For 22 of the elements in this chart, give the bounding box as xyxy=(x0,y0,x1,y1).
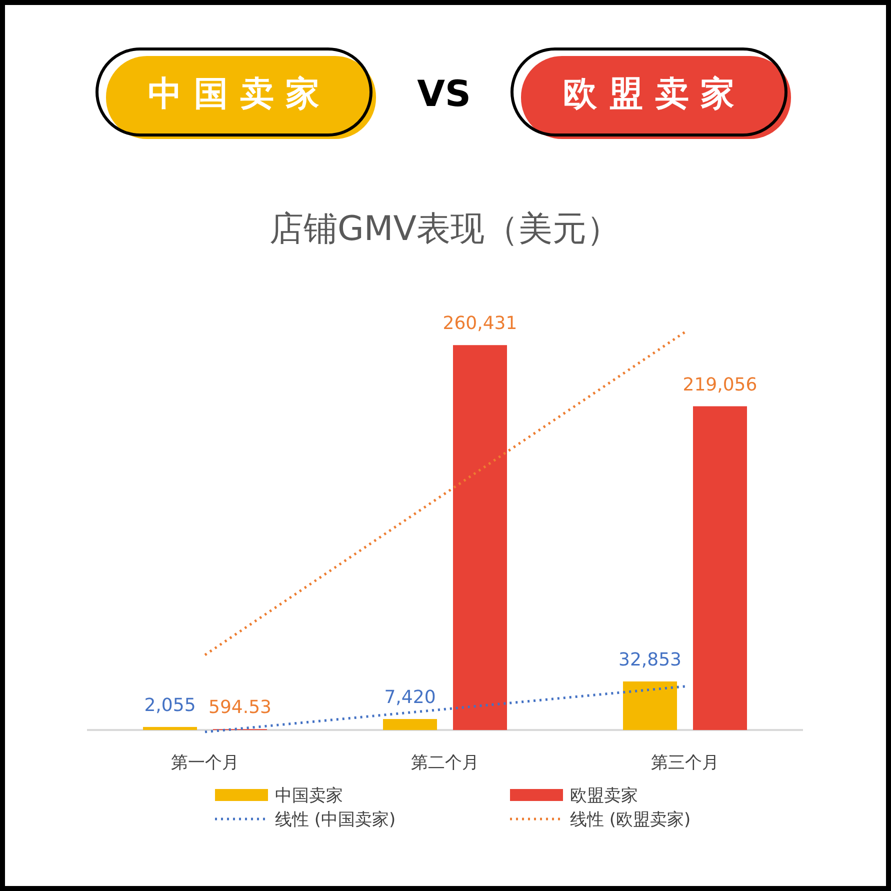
bar xyxy=(453,345,507,730)
legend-label: 欧盟卖家 xyxy=(570,786,638,806)
text: 欧 盟 卖 家 xyxy=(563,74,735,114)
data-label: 594.53 xyxy=(208,697,272,718)
bar xyxy=(143,726,197,730)
legend-label: 线性 (欧盟卖家) xyxy=(570,810,691,830)
data-label: 260,431 xyxy=(442,313,518,334)
chart-title: 店铺GMV表现（美元） xyxy=(270,209,620,249)
x-tick-label: 第三个月 xyxy=(651,753,719,773)
bar xyxy=(383,719,437,730)
bar xyxy=(623,681,677,730)
data-label: 7,420 xyxy=(384,687,436,708)
bar xyxy=(693,406,747,730)
text: 中 国 卖 家 xyxy=(148,74,320,114)
x-tick-label: 第二个月 xyxy=(411,753,479,773)
text: VS xyxy=(417,74,471,115)
data-label: 2,055 xyxy=(144,694,196,716)
x-tick-label: 第一个月 xyxy=(171,753,239,773)
data-label: 32,853 xyxy=(618,649,682,670)
legend-label: 中国卖家 xyxy=(275,786,343,806)
data-label: 219,056 xyxy=(682,374,758,396)
legend-label: 线性 (中国卖家) xyxy=(275,810,396,830)
